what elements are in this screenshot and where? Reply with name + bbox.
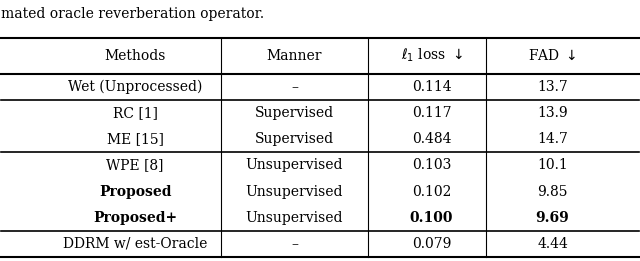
Text: 4.44: 4.44 [537,237,568,251]
Text: 0.114: 0.114 [412,80,451,94]
Text: Unsupervised: Unsupervised [246,211,343,225]
Text: 0.484: 0.484 [412,132,451,146]
Text: Wet (Unprocessed): Wet (Unprocessed) [68,80,202,94]
Text: mated oracle reverberation operator.: mated oracle reverberation operator. [1,7,264,21]
Text: Unsupervised: Unsupervised [246,158,343,172]
Text: 0.117: 0.117 [412,106,451,120]
Text: 0.100: 0.100 [410,211,453,225]
Text: 9.85: 9.85 [538,185,568,199]
Text: 14.7: 14.7 [537,132,568,146]
Text: 0.102: 0.102 [412,185,451,199]
Text: Proposed: Proposed [99,185,172,199]
Text: –: – [291,237,298,251]
Text: 13.9: 13.9 [537,106,568,120]
Text: 0.079: 0.079 [412,237,451,251]
Text: ME [15]: ME [15] [107,132,164,146]
Text: 0.103: 0.103 [412,158,451,172]
Text: Manner: Manner [267,49,323,63]
Text: Methods: Methods [104,49,166,63]
Text: $\ell_1$ loss $\downarrow$: $\ell_1$ loss $\downarrow$ [401,47,463,64]
Text: FAD $\downarrow$: FAD $\downarrow$ [528,49,577,63]
Text: –: – [291,80,298,94]
Text: 9.69: 9.69 [536,211,570,225]
Text: Unsupervised: Unsupervised [246,185,343,199]
Text: WPE [8]: WPE [8] [106,158,164,172]
Text: 13.7: 13.7 [537,80,568,94]
Text: RC [1]: RC [1] [113,106,157,120]
Text: Supervised: Supervised [255,106,334,120]
Text: Supervised: Supervised [255,132,334,146]
Text: Proposed+: Proposed+ [93,211,177,225]
Text: 10.1: 10.1 [537,158,568,172]
Text: DDRM w/ est-Oracle: DDRM w/ est-Oracle [63,237,207,251]
